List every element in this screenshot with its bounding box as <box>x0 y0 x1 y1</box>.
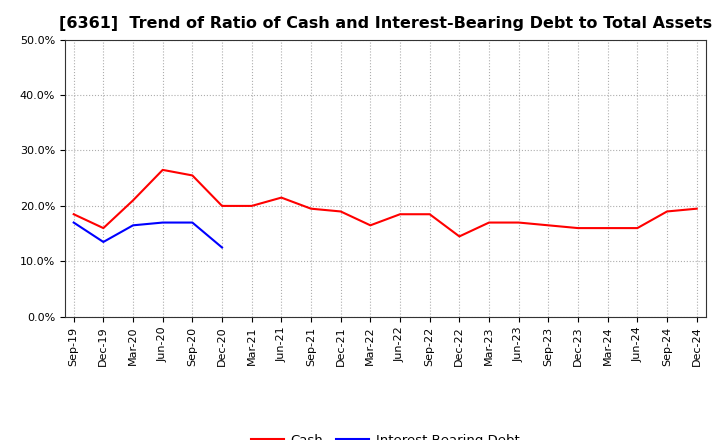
Line: Cash: Cash <box>73 170 697 236</box>
Cash <box>307 206 315 211</box>
Cash <box>544 223 553 228</box>
Interest-Bearing Debt <box>188 220 197 225</box>
Interest-Bearing Debt <box>217 245 226 250</box>
Interest-Bearing Debt <box>69 220 78 225</box>
Cash <box>69 212 78 217</box>
Line: Interest-Bearing Debt: Interest-Bearing Debt <box>73 223 222 247</box>
Cash <box>693 206 701 211</box>
Title: [6361]  Trend of Ratio of Cash and Interest-Bearing Debt to Total Assets: [6361] Trend of Ratio of Cash and Intere… <box>58 16 712 32</box>
Cash <box>662 209 671 214</box>
Cash <box>574 225 582 231</box>
Cash <box>188 173 197 178</box>
Interest-Bearing Debt <box>158 220 167 225</box>
Cash <box>633 225 642 231</box>
Cash <box>336 209 345 214</box>
Cash <box>99 225 108 231</box>
Legend: Cash, Interest-Bearing Debt: Cash, Interest-Bearing Debt <box>246 429 525 440</box>
Cash <box>366 223 374 228</box>
Cash <box>158 167 167 172</box>
Interest-Bearing Debt <box>99 239 108 245</box>
Cash <box>129 198 138 203</box>
Cash <box>277 195 286 200</box>
Cash <box>485 220 493 225</box>
Cash <box>603 225 612 231</box>
Cash <box>217 203 226 209</box>
Cash <box>455 234 464 239</box>
Cash <box>396 212 405 217</box>
Cash <box>426 212 434 217</box>
Interest-Bearing Debt <box>129 223 138 228</box>
Cash <box>514 220 523 225</box>
Cash <box>248 203 256 209</box>
